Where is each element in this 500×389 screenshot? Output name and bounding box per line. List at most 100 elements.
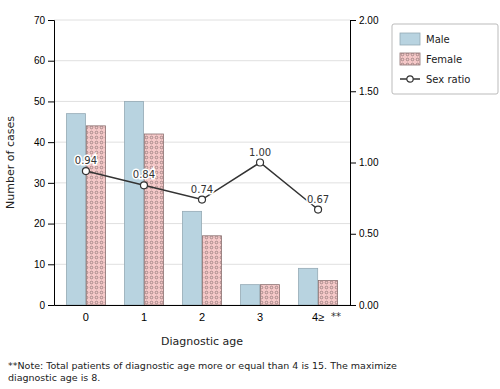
grid-line [54, 60, 350, 61]
tick-label: 1.00 [359, 157, 379, 168]
tick-label: 10 [34, 259, 46, 270]
data-label: 0.74 [191, 184, 213, 195]
tick-label: 30 [34, 178, 46, 189]
tick-mark [48, 61, 54, 62]
point [257, 159, 264, 166]
x-axis: 0 1 2 3 4≥ [55, 305, 351, 323]
y2-axis: 0.00 0.50 1.00 1.50 2.00 [350, 15, 379, 311]
tick: 20 [34, 218, 54, 229]
data-labels: 0.94 0.84 0.74 1.00 0.67 [75, 147, 329, 205]
tick: 0 [39, 300, 54, 311]
tick-label: 3 [257, 311, 263, 323]
legend-marker [407, 76, 413, 82]
legend-frame [392, 24, 498, 94]
tick-label: 0 [39, 300, 45, 311]
bar [241, 285, 260, 305]
line [86, 163, 318, 210]
tick: 50 [34, 96, 54, 107]
tick: 30 [34, 178, 54, 189]
tick: 40 [34, 137, 54, 148]
bar [318, 281, 337, 305]
data-label: 0.67 [307, 194, 329, 205]
legend-label: Sex ratio [426, 74, 470, 85]
legend-label: Female [426, 54, 462, 65]
legend-label: Male [426, 34, 450, 45]
tick-mark [48, 101, 54, 102]
plot: 0.94 0.84 0.74 1.00 0.67 0 1 2 3 4≥ 0 10 20 30 40 50 60 7… [4, 15, 379, 348]
bar [144, 134, 163, 305]
tick-mark [48, 264, 54, 265]
tick-mark [48, 305, 54, 306]
tick-mark [48, 20, 54, 21]
tick: 4≥ [312, 305, 324, 323]
bar [182, 211, 201, 305]
tick-mark [48, 142, 54, 143]
tick-mark [350, 234, 356, 235]
tick-label: 2.00 [359, 15, 379, 26]
tick-label: 50 [34, 96, 46, 107]
bar-series [66, 101, 317, 305]
chart: 0.94 0.84 0.74 1.00 0.67 0 1 2 3 4≥ 0 10 20 30 40 50 60 7… [0, 0, 500, 389]
bar [260, 285, 279, 305]
y-axis-title: Number of cases [4, 116, 17, 209]
tick: 1.50 [350, 86, 379, 97]
tick-mark [350, 20, 356, 21]
annotation: ** [331, 311, 341, 322]
grid-line [54, 20, 350, 21]
point [315, 206, 322, 213]
tick-label: 2 [199, 311, 205, 323]
tick: 0.00 [350, 300, 379, 311]
legend-entry: Sex ratio [400, 74, 470, 85]
axis-line [351, 21, 357, 306]
point [199, 196, 206, 203]
tick-mark [48, 224, 54, 225]
note: **Note: Total patients of diagnostic age… [8, 360, 397, 383]
tick-label: 1 [141, 311, 147, 323]
tick: 70 [34, 15, 54, 26]
tick-label: 70 [34, 15, 46, 26]
tick-mark [350, 163, 356, 164]
tick: 0.50 [350, 228, 379, 239]
point [82, 168, 89, 175]
tick-label: 0.50 [359, 228, 379, 239]
tick: 2.00 [350, 15, 379, 26]
y-axis: 0 10 20 30 40 50 60 70 [34, 15, 55, 311]
tick-label: 20 [34, 218, 46, 229]
legend-swatch [400, 53, 420, 65]
note-line: **Note: Total patients of diagnostic age… [8, 360, 397, 371]
tick-label: 1.50 [359, 86, 379, 97]
grid [54, 20, 350, 305]
tick-mark [350, 91, 356, 92]
tick: 0 [83, 305, 89, 323]
tick: 3 [257, 305, 263, 323]
tick: 1 [141, 305, 147, 323]
axis-line [48, 21, 55, 306]
data-label: 1.00 [249, 147, 271, 158]
bar-series [86, 126, 337, 305]
x-axis-title: Diagnostic age [161, 335, 243, 348]
data-label: 0.84 [133, 169, 155, 180]
bar [124, 101, 143, 305]
axis-line [55, 305, 351, 306]
tick-mark [350, 305, 356, 306]
tick-label: 0.00 [359, 300, 379, 311]
point [140, 182, 147, 189]
marks [66, 101, 337, 305]
tick-label: 4≥ [312, 311, 324, 323]
bar [86, 126, 105, 305]
line-series [82, 159, 321, 213]
tick: 10 [34, 259, 54, 270]
legend-swatch [400, 33, 420, 45]
bar [299, 268, 318, 305]
tick: 2 [199, 305, 205, 323]
bar [66, 114, 85, 305]
legend-entry: Male [400, 33, 450, 45]
data-label: 0.94 [75, 155, 97, 166]
grid-line [54, 101, 350, 102]
tick-label: 60 [34, 55, 46, 66]
tick: 1.00 [350, 157, 379, 168]
tick-mark [48, 183, 54, 184]
tick: 60 [34, 55, 54, 66]
legend-entry: Female [400, 53, 462, 65]
legend: Male Female Sex ratio [392, 24, 498, 94]
